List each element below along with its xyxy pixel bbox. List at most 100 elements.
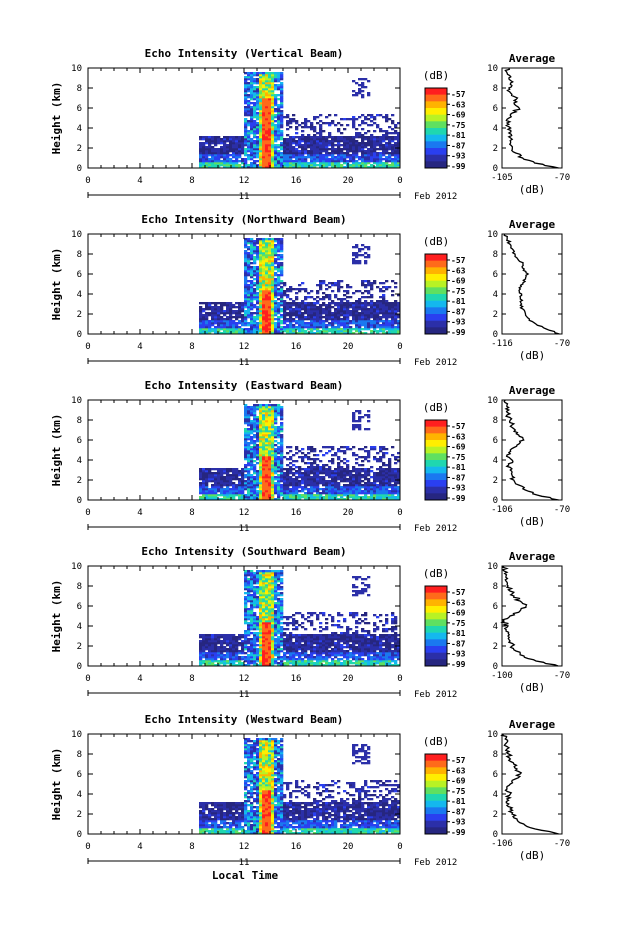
- colorbar-swatch: [425, 606, 447, 613]
- colorbar-swatch: [425, 314, 447, 321]
- average-x-tick-left: -105: [491, 173, 513, 183]
- y-tick-label: 8: [77, 582, 82, 592]
- average-x-tick-left: -116: [491, 339, 513, 349]
- colorbar-tick-label: -63: [451, 100, 466, 109]
- y-tick-label: 2: [77, 810, 82, 820]
- day-label: 11: [239, 858, 250, 868]
- average-y-tick-label: 2: [493, 642, 498, 652]
- y-tick-label: 0: [77, 330, 82, 340]
- colorbar-tick-label: -81: [451, 463, 466, 472]
- colorbar-swatch: [425, 280, 447, 288]
- average-frame: [501, 67, 563, 169]
- heatmap-field: [199, 738, 400, 834]
- colorbar-swatch: [425, 599, 447, 607]
- average-profile-line: [504, 67, 559, 169]
- date-label: Feb 2012: [414, 690, 457, 700]
- colorbar-swatch: [425, 148, 447, 155]
- panel-2: Echo Intensity (Northward Beam) 0 2 4 6 8 10 0 4…: [50, 213, 570, 368]
- average-x-label: (dB): [519, 849, 546, 862]
- panel-5: Echo Intensity (Westward Beam) 0 2 4 6 8 10 0 4 8…: [50, 713, 570, 868]
- colorbar-swatch: [425, 141, 447, 149]
- colorbar-swatch: [425, 493, 447, 501]
- x-tick-label: 0: [397, 842, 402, 852]
- date-label: Feb 2012: [414, 858, 457, 868]
- colorbar-swatch: [425, 612, 447, 620]
- y-tick-label: 2: [77, 642, 82, 652]
- colorbar-swatch: [425, 94, 447, 102]
- colorbar-tick-label: -57: [451, 90, 466, 99]
- x-tick-label: 4: [137, 176, 142, 186]
- colorbar-swatch: [425, 267, 447, 275]
- colorbar-tick-label: -63: [451, 432, 466, 441]
- average-x-label: (dB): [519, 681, 546, 694]
- average-y-tick-label: 2: [493, 810, 498, 820]
- colorbar-tick-label: -69: [451, 111, 466, 120]
- average-y-tick-label: 0: [493, 330, 498, 340]
- panel-title: Echo Intensity (Westward Beam): [145, 713, 344, 726]
- average-y-tick-label: 8: [493, 416, 498, 426]
- colorbar-swatch: [425, 592, 447, 600]
- average-frame: [501, 733, 563, 835]
- colorbar-swatch: [425, 327, 447, 335]
- colorbar-tick-label: -99: [451, 660, 466, 669]
- x-tick-label: 20: [343, 674, 354, 684]
- colorbar-swatch: [425, 101, 447, 109]
- average-y-tick-label: 6: [493, 104, 498, 114]
- average-frame: [501, 565, 563, 667]
- x-tick-label: 0: [397, 176, 402, 186]
- average-y-tick-label: 8: [493, 84, 498, 94]
- colorbar-frame: [424, 87, 448, 169]
- y-tick-label: 8: [77, 250, 82, 260]
- average-y-tick-label: 0: [493, 662, 498, 672]
- colorbar-swatch: [425, 108, 447, 115]
- colorbar-frame: [424, 253, 448, 335]
- x-tick-label: 20: [343, 842, 354, 852]
- colorbar-swatch: [425, 274, 447, 281]
- x-tick-label: 8: [189, 842, 194, 852]
- average-frame: [501, 399, 563, 501]
- average-y-tick-label: 0: [493, 164, 498, 174]
- heatmap-field: [199, 404, 400, 500]
- y-tick-label: 6: [77, 602, 82, 612]
- y-tick-label: 0: [77, 496, 82, 506]
- colorbar-tick-label: -75: [451, 121, 466, 130]
- panel-3: Echo Intensity (Eastward Beam) 0 2 4 6 8 10 0 4 8…: [50, 379, 570, 534]
- colorbar-swatch: [425, 774, 447, 781]
- colorbar-swatch: [425, 294, 447, 301]
- y-tick-label: 10: [71, 64, 82, 74]
- colorbar-swatch: [425, 88, 447, 95]
- y-tick-label: 8: [77, 416, 82, 426]
- x-tick-label: 12: [239, 842, 250, 852]
- average-x-tick-left: -100: [491, 671, 513, 681]
- colorbar-swatch: [425, 659, 447, 667]
- x-tick-label: 12: [239, 674, 250, 684]
- day-label: 11: [239, 524, 250, 534]
- average-y-tick-label: 10: [487, 730, 498, 740]
- y-tick-label: 6: [77, 770, 82, 780]
- colorbar-unit: (dB): [423, 567, 450, 580]
- colorbar-swatch: [425, 473, 447, 481]
- average-title: Average: [509, 384, 556, 397]
- colorbar-swatch: [425, 754, 447, 761]
- y-tick-label: 4: [77, 290, 82, 300]
- colorbar-swatch: [425, 420, 447, 427]
- colorbar-swatch: [425, 652, 447, 660]
- y-axis-label: Height (km): [50, 82, 63, 155]
- colorbar-tick-label: -69: [451, 277, 466, 286]
- colorbar-tick-label: -63: [451, 598, 466, 607]
- colorbar-tick-label: -81: [451, 797, 466, 806]
- panel-4: Echo Intensity (Southward Beam) 0 2 4 6 8 10 0 4…: [50, 545, 570, 700]
- y-tick-label: 10: [71, 396, 82, 406]
- colorbar-tick-label: -57: [451, 422, 466, 431]
- average-y-tick-label: 4: [493, 456, 498, 466]
- x-tick-label: 16: [291, 342, 302, 352]
- colorbar-tick-label: -93: [451, 650, 466, 659]
- colorbar-tick-label: -57: [451, 756, 466, 765]
- average-x-label: (dB): [519, 515, 546, 528]
- heatmap-field: [199, 238, 400, 334]
- colorbar-swatch: [425, 154, 447, 162]
- x-tick-label: 12: [239, 176, 250, 186]
- average-x-tick-left: -106: [491, 505, 513, 515]
- colorbar-tick-label: -57: [451, 256, 466, 265]
